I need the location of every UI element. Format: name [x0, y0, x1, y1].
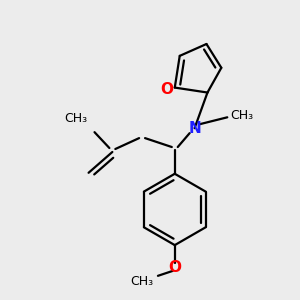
Text: O: O	[168, 260, 181, 275]
Text: CH₃: CH₃	[130, 275, 153, 288]
Text: CH₃: CH₃	[230, 109, 254, 122]
Text: CH₃: CH₃	[64, 112, 88, 125]
Text: N: N	[188, 121, 201, 136]
Text: O: O	[160, 82, 173, 97]
